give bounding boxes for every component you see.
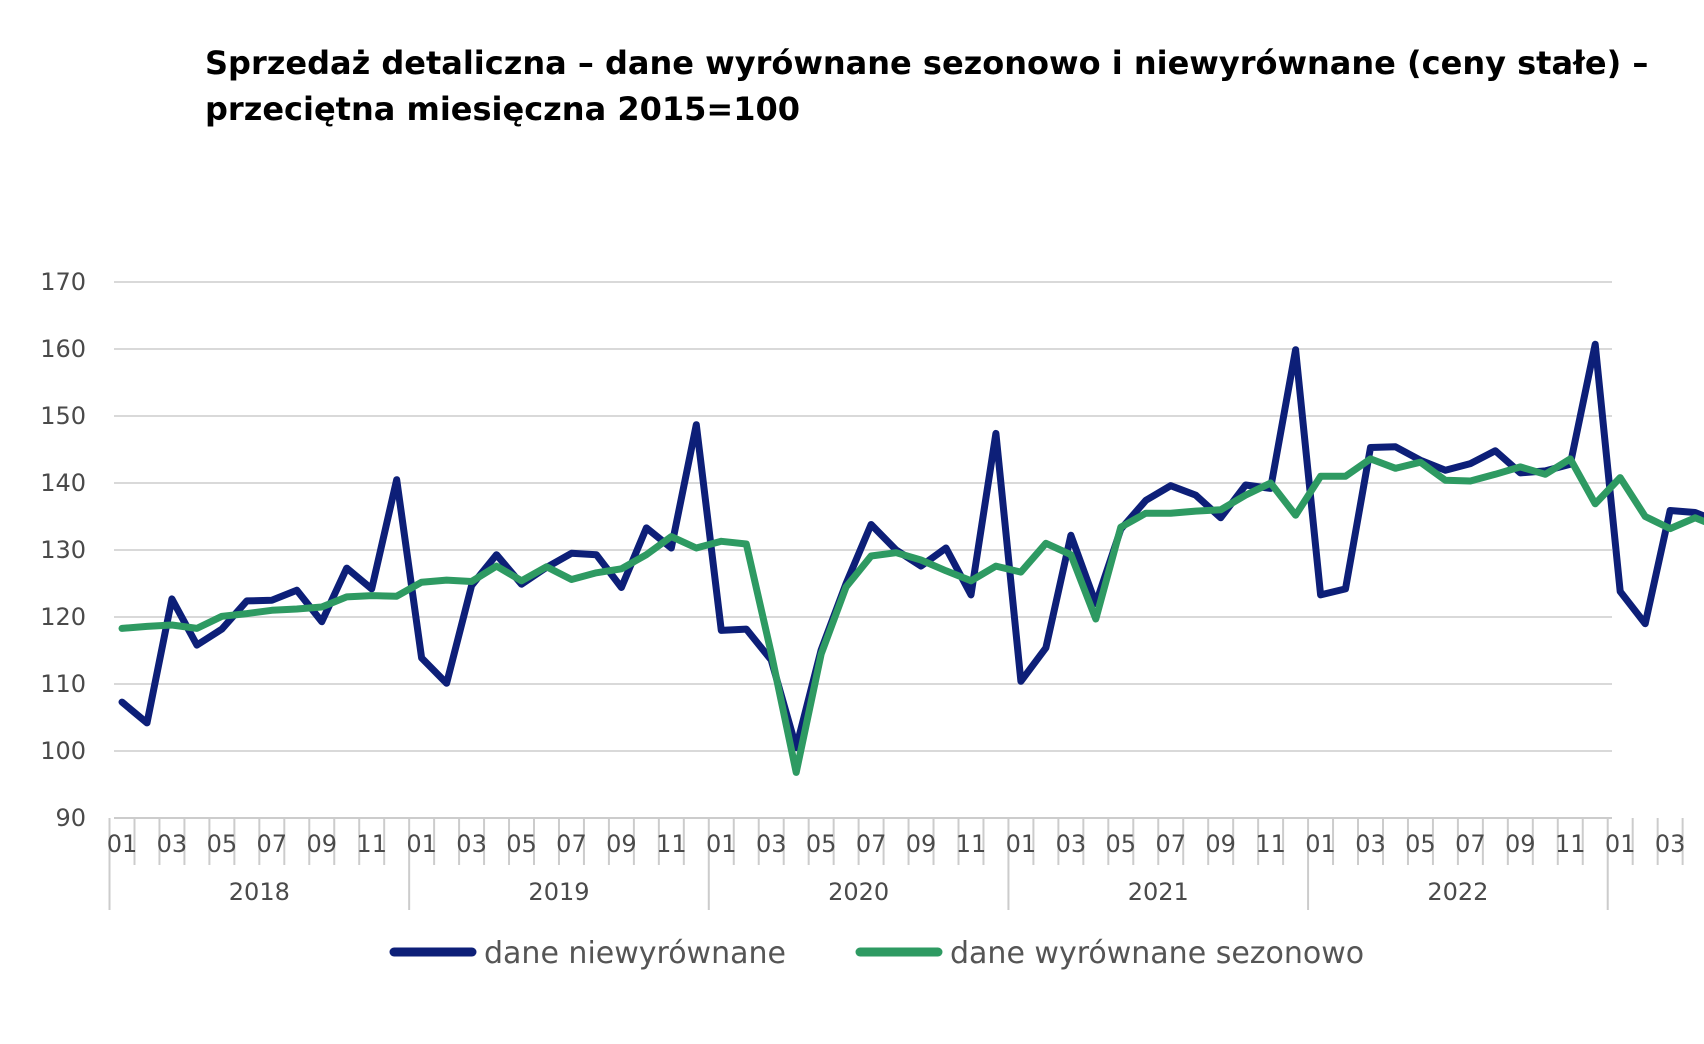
y-tick-label-140: 140 bbox=[40, 469, 86, 497]
x-tick-label-2020-09: 09 bbox=[906, 830, 937, 858]
x-tick-label-2019-03: 03 bbox=[456, 830, 487, 858]
series-line-dane-niewyrownane bbox=[118, 340, 1704, 752]
x-tick-label-2019-07: 07 bbox=[556, 830, 587, 858]
x-tick-label-2022-07: 07 bbox=[1455, 830, 1486, 858]
x-tick-label-2021-09: 09 bbox=[1205, 830, 1236, 858]
x-tick-label-2022-05: 05 bbox=[1405, 830, 1436, 858]
x-tick-label-2021-07: 07 bbox=[1155, 830, 1186, 858]
y-tick-label-160: 160 bbox=[40, 335, 86, 363]
x-tick-label-2021-01: 01 bbox=[1006, 830, 1037, 858]
year-label-2022: 2022 bbox=[1427, 878, 1488, 906]
x-tick-label-2023-01: 01 bbox=[1605, 830, 1636, 858]
x-tick-label-2021-03: 03 bbox=[1056, 830, 1087, 858]
year-label-2018: 2018 bbox=[229, 878, 290, 906]
x-tick-label-2021-05: 05 bbox=[1106, 830, 1137, 858]
y-tick-label-90: 90 bbox=[55, 804, 86, 832]
x-tick-label-2022-09: 09 bbox=[1505, 830, 1536, 858]
series-line-dane-wyrownane-sezonowo bbox=[118, 455, 1704, 776]
x-tick-label-2018-09: 09 bbox=[306, 830, 337, 858]
x-tick-label-2020-03: 03 bbox=[756, 830, 787, 858]
x-tick-label-2019-09: 09 bbox=[606, 830, 637, 858]
y-tick-label-130: 130 bbox=[40, 536, 86, 564]
x-tick-label-2018-07: 07 bbox=[257, 830, 288, 858]
year-label-2019: 2019 bbox=[528, 878, 589, 906]
x-tick-label-2020-05: 05 bbox=[806, 830, 837, 858]
y-tick-label-100: 100 bbox=[40, 737, 86, 765]
y-tick-label-150: 150 bbox=[40, 402, 86, 430]
x-tick-label-2022-01: 01 bbox=[1305, 830, 1336, 858]
x-tick-label-2018-11: 11 bbox=[356, 830, 387, 858]
x-tick-label-2023-03: 03 bbox=[1655, 830, 1686, 858]
x-tick-label-2018-01: 01 bbox=[107, 830, 138, 858]
x-tick-label-2019-05: 05 bbox=[506, 830, 537, 858]
x-tick-label-2019-01: 01 bbox=[406, 830, 437, 858]
x-tick-label-2022-03: 03 bbox=[1355, 830, 1386, 858]
y-tick-label-110: 110 bbox=[40, 670, 86, 698]
legend-label-dane-niewyrownane: dane niewyrównane bbox=[484, 936, 786, 971]
x-tick-label-2021-11: 11 bbox=[1255, 830, 1286, 858]
x-tick-label-2020-11: 11 bbox=[956, 830, 987, 858]
x-tick-label-2019-11: 11 bbox=[656, 830, 687, 858]
chart-title: Sprzedaż detaliczna – dane wyrównane sez… bbox=[205, 40, 1649, 132]
chart-title-line-1: Sprzedaż detaliczna – dane wyrównane sez… bbox=[205, 44, 1649, 82]
x-tick-label-2018-03: 03 bbox=[157, 830, 188, 858]
y-tick-label-120: 120 bbox=[40, 603, 86, 631]
legend-label-dane-wyrownane-sezonowo: dane wyrównane sezonowo bbox=[950, 936, 1364, 971]
chart-title-line-2: przeciętna miesięczna 2015=100 bbox=[205, 90, 800, 128]
x-tick-label-2018-05: 05 bbox=[207, 830, 238, 858]
x-tick-label-2022-11: 11 bbox=[1555, 830, 1586, 858]
x-tick-label-2020-07: 07 bbox=[856, 830, 887, 858]
x-tick-label-2020-01: 01 bbox=[706, 830, 737, 858]
y-tick-label-170: 170 bbox=[40, 268, 86, 296]
year-label-2020: 2020 bbox=[828, 878, 889, 906]
year-label-2021: 2021 bbox=[1128, 878, 1189, 906]
